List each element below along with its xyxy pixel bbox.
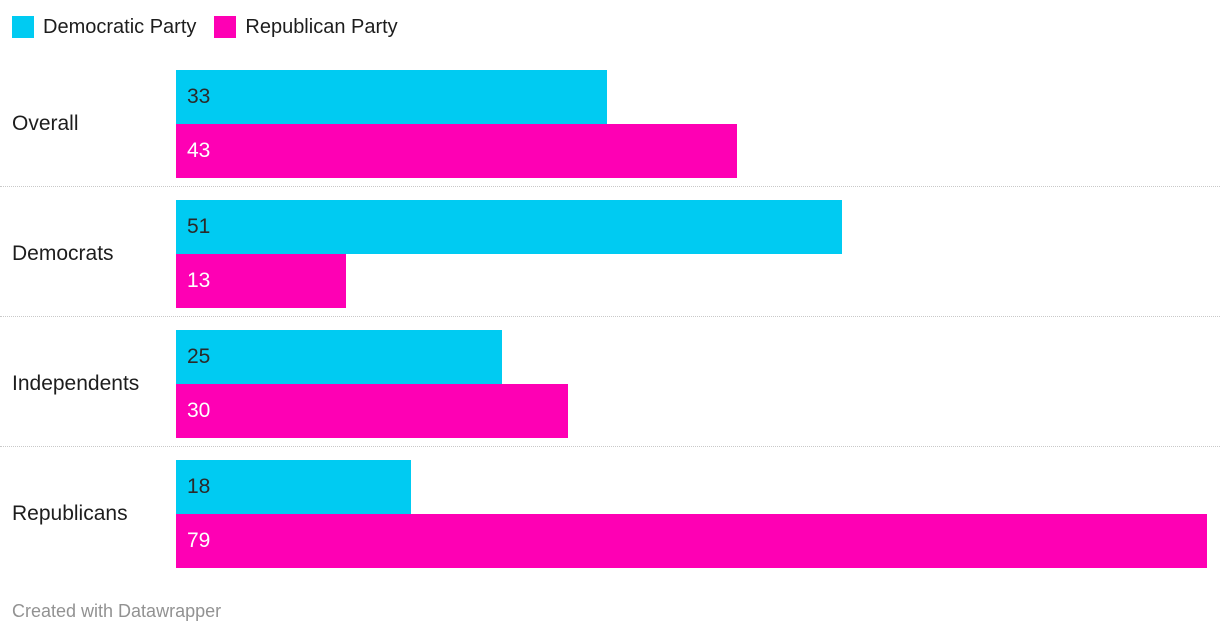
bar-group-overall: 33 43 xyxy=(176,70,1220,178)
chart-row-independents: Independents 25 30 xyxy=(0,330,1220,447)
bar-value-label: 43 xyxy=(187,139,211,162)
bar-group-republicans: 18 79 xyxy=(176,460,1220,568)
category-label-overall: Overall xyxy=(12,112,79,135)
category-label-republicans: Republicans xyxy=(12,502,128,525)
bar-republicans-republican-party[interactable]: 79 xyxy=(176,514,1207,568)
bar-independents-democratic-party[interactable]: 25 xyxy=(176,330,503,384)
bar-value-label: 25 xyxy=(187,345,211,368)
bar-value-label: 51 xyxy=(187,215,211,238)
category-label-independents: Independents xyxy=(12,372,140,395)
legend: Democratic Party Republican Party xyxy=(0,0,1220,40)
bar-democrats-republican-party[interactable]: 13 xyxy=(176,254,346,308)
chart-row-democrats: Democrats 51 13 xyxy=(0,200,1220,317)
bar-value-label: 33 xyxy=(187,85,211,108)
legend-swatch-republican-party xyxy=(214,16,237,38)
legend-item-democratic-party: Democratic Party xyxy=(12,14,196,40)
bar-democrats-democratic-party[interactable]: 51 xyxy=(176,200,842,254)
chart-row-overall: Overall 33 43 xyxy=(0,70,1220,187)
legend-item-republican-party: Republican Party xyxy=(214,14,398,40)
legend-label-democratic-party: Democratic Party xyxy=(43,16,197,38)
attribution-text: Created with Datawrapper xyxy=(12,601,222,621)
attribution: Created with Datawrapper xyxy=(0,600,1220,622)
bar-group-independents: 25 30 xyxy=(176,330,1220,438)
bar-value-label: 79 xyxy=(187,529,211,552)
bar-republicans-democratic-party[interactable]: 18 xyxy=(176,460,411,514)
bar-independents-republican-party[interactable]: 30 xyxy=(176,384,568,438)
legend-swatch-democratic-party xyxy=(12,16,34,38)
bar-overall-democratic-party[interactable]: 33 xyxy=(176,70,607,124)
chart-row-republicans: Republicans 18 79 xyxy=(0,460,1220,568)
bar-group-democrats: 51 13 xyxy=(176,200,1220,308)
bar-value-label: 18 xyxy=(187,475,211,498)
category-label-democrats: Democrats xyxy=(12,242,114,265)
bar-value-label: 30 xyxy=(187,399,211,422)
bar-overall-republican-party[interactable]: 43 xyxy=(176,124,738,178)
bar-value-label: 13 xyxy=(187,269,211,292)
legend-label-republican-party: Republican Party xyxy=(245,16,398,38)
grouped-bar-chart: Overall 33 43 Democrats 51 13 Independents 25 30… xyxy=(0,70,1220,568)
